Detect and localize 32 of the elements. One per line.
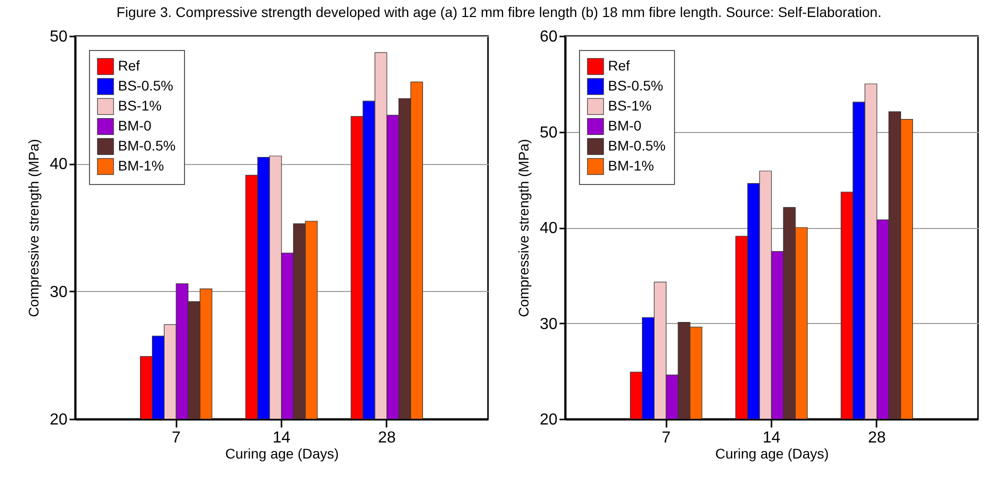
x-tick-label: 28 (868, 430, 886, 446)
x-tick-label: 14 (272, 430, 290, 446)
x-tick-label: 7 (172, 430, 181, 446)
y-tick-label: 30 (540, 316, 558, 333)
y-tick-label: 60 (540, 28, 558, 46)
legend-label: Ref (118, 58, 140, 74)
y-tick-label: 20 (540, 412, 558, 428)
x-axis-title: Curing age (Days) (715, 446, 829, 462)
y-tick-label: 40 (50, 156, 68, 174)
legend-label: BS-1% (608, 98, 652, 114)
legend-label: BS-0.5% (118, 78, 174, 94)
x-tick-label: 7 (662, 430, 671, 446)
legend-label: BS-1% (118, 98, 162, 114)
y-axis-title: Compressive strength (MPa) (26, 138, 42, 318)
y-tick-label: 40 (540, 220, 558, 237)
legend-label: BM-1% (608, 158, 654, 174)
y-tick-label: 50 (540, 124, 558, 142)
legend-label: BM-0 (608, 118, 642, 134)
chart-title: Figure 3. Compressive strength developed with age (a) 12 mm fibre length (b) 18 mm fibre length. Source: Self-Elaboration. (116, 3, 882, 22)
y-tick-label: 20 (50, 412, 68, 428)
y-tick-label: 50 (50, 28, 68, 46)
y-tick-label: 30 (50, 284, 68, 301)
legend-label: BS-0.5% (608, 78, 664, 94)
x-tick-label: 14 (762, 430, 780, 446)
x-axis-title: Curing age (Days) (225, 446, 339, 462)
legend-label: BM-0 (118, 118, 152, 134)
legend-label: BM-0.5% (118, 138, 176, 154)
legend-label: BM-1% (118, 158, 164, 174)
x-tick-label: 28 (378, 430, 396, 446)
legend-label: Ref (608, 58, 630, 74)
legend-label: BM-0.5% (608, 138, 666, 154)
y-axis-title: Compressive strength (MPa) (516, 138, 532, 318)
